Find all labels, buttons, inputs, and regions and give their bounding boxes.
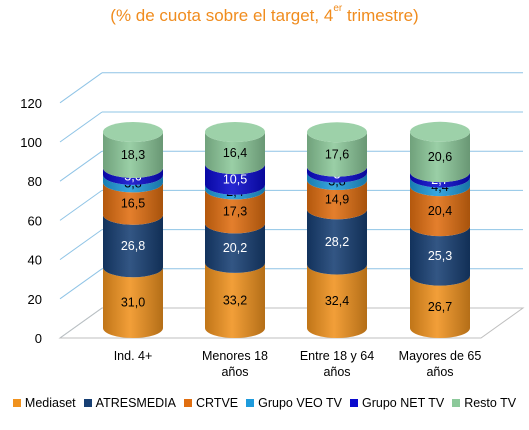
chart-title: (% de cuota sobre el target, 4er trimest… bbox=[110, 3, 419, 25]
legend-swatch bbox=[349, 399, 358, 407]
y-tick-label: 0 bbox=[35, 331, 42, 346]
gridline-side bbox=[59, 111, 103, 143]
data-label: 31,0 bbox=[121, 296, 145, 310]
bar-stack: 26,725,320,44,42,720,6 bbox=[410, 121, 470, 338]
bar-segment bbox=[410, 186, 470, 237]
data-label: 14,9 bbox=[325, 193, 349, 207]
y-tick-label: 100 bbox=[20, 135, 42, 150]
bar-segment bbox=[103, 132, 163, 178]
bar-segment bbox=[410, 226, 470, 286]
x-axis-categories: Ind. 4+ Menores 18 años Entre 18 y 64 años Ma… bbox=[114, 349, 482, 379]
chart-floor bbox=[58, 307, 525, 339]
bar-segment bbox=[410, 172, 470, 188]
y-tick-label: 120 bbox=[20, 96, 42, 111]
legend-label: ATRESMEDIA bbox=[95, 396, 176, 410]
chart-walls bbox=[58, 307, 525, 339]
data-label: 18,3 bbox=[121, 148, 145, 162]
y-tick-label: 20 bbox=[28, 292, 42, 307]
legend: Mediaset ATRESMEDIA CRTVE Grupo VEO TV Grupo… bbox=[0, 396, 529, 410]
bar-segment bbox=[410, 177, 470, 197]
bar-segment bbox=[205, 189, 265, 234]
bar-segment bbox=[307, 209, 367, 275]
bar-top-cap bbox=[307, 122, 367, 143]
legend-item: ATRESMEDIA bbox=[83, 396, 176, 410]
y-tick-label: 60 bbox=[28, 213, 42, 228]
bar-segment bbox=[307, 132, 367, 177]
y-axis-ticks: 0 20 40 60 80 100 120 bbox=[20, 96, 42, 346]
bar-segment bbox=[205, 132, 265, 175]
legend-label: Grupo NET TV bbox=[361, 396, 445, 410]
data-label: 20,2 bbox=[223, 241, 247, 255]
data-label: 17,3 bbox=[223, 204, 247, 218]
data-label: 26,7 bbox=[428, 300, 452, 314]
legend-swatch bbox=[12, 399, 21, 407]
data-label: 25,3 bbox=[428, 249, 452, 263]
legend-swatch bbox=[246, 399, 255, 407]
legend-swatch bbox=[184, 399, 192, 407]
data-label: 10,5 bbox=[223, 172, 247, 186]
gridline-side bbox=[59, 229, 103, 261]
y-tick-label: 40 bbox=[28, 253, 42, 268]
legend-item: Grupo NET TV bbox=[349, 396, 445, 410]
gridline-side bbox=[59, 268, 103, 300]
bar-top-cap bbox=[205, 122, 265, 142]
bar-stack: 32,428,214,93,8317,6 bbox=[307, 122, 367, 338]
legend-label: Mediaset bbox=[24, 396, 76, 410]
legend-label: Resto TV bbox=[464, 396, 517, 410]
category-label: años bbox=[426, 365, 453, 379]
data-label: 33,2 bbox=[223, 293, 247, 307]
category-label: Menores 18 bbox=[202, 349, 268, 363]
data-label: 16,4 bbox=[223, 146, 247, 160]
bar-top-cap bbox=[410, 121, 470, 142]
y-tick-label: 80 bbox=[28, 174, 42, 189]
data-label: 20,4 bbox=[428, 204, 452, 218]
gridline-side bbox=[59, 150, 103, 182]
category-label: Entre 18 y 64 bbox=[300, 349, 374, 363]
category-label: años bbox=[323, 365, 350, 379]
data-label: 28,2 bbox=[325, 235, 349, 249]
data-label: 26,8 bbox=[121, 239, 145, 253]
gridline-side bbox=[59, 189, 103, 221]
bar-top-cap bbox=[103, 122, 163, 142]
bar-segment bbox=[205, 223, 265, 273]
legend-swatch bbox=[83, 399, 92, 407]
data-label: 32,4 bbox=[325, 294, 349, 308]
data-label: 16,5 bbox=[121, 197, 145, 211]
legend-item: Grupo VEO TV bbox=[246, 396, 342, 410]
bar-segment bbox=[103, 267, 163, 338]
legend-swatch bbox=[452, 399, 461, 407]
bar-segment bbox=[307, 166, 367, 183]
category-label: Ind. 4+ bbox=[114, 349, 153, 363]
legend-label: CRTVE bbox=[196, 396, 239, 410]
bar-segment bbox=[410, 275, 470, 338]
bar-segment bbox=[103, 214, 163, 278]
bar-segment bbox=[410, 131, 470, 183]
legend-label: Grupo VEO TV bbox=[258, 396, 342, 410]
bar-segment bbox=[205, 184, 265, 200]
bar-stack: 33,220,217,32,410,516,4 bbox=[205, 122, 265, 338]
bar-segment bbox=[307, 264, 367, 338]
bar-segment bbox=[205, 262, 265, 338]
data-label: 20,6 bbox=[428, 150, 452, 164]
bar-segment bbox=[103, 174, 163, 193]
bar-segment bbox=[205, 164, 265, 195]
bars: 31,026,816,53,83,618,333,220,217,32,410,… bbox=[103, 121, 470, 338]
gridline-side bbox=[59, 72, 103, 104]
data-label: 17,6 bbox=[325, 147, 349, 161]
bar-segment bbox=[307, 172, 367, 191]
category-label: años bbox=[221, 365, 248, 379]
bar-segment bbox=[103, 167, 163, 185]
legend-item: Resto TV bbox=[452, 396, 516, 410]
category-label: Mayores de 65 bbox=[399, 349, 482, 363]
bar-segment bbox=[103, 182, 163, 225]
legend-item: Mediaset bbox=[12, 396, 76, 410]
legend-item: CRTVE bbox=[184, 396, 238, 410]
bar-segment bbox=[307, 180, 367, 220]
bar-stack: 31,026,816,53,83,618,3 bbox=[103, 122, 163, 338]
